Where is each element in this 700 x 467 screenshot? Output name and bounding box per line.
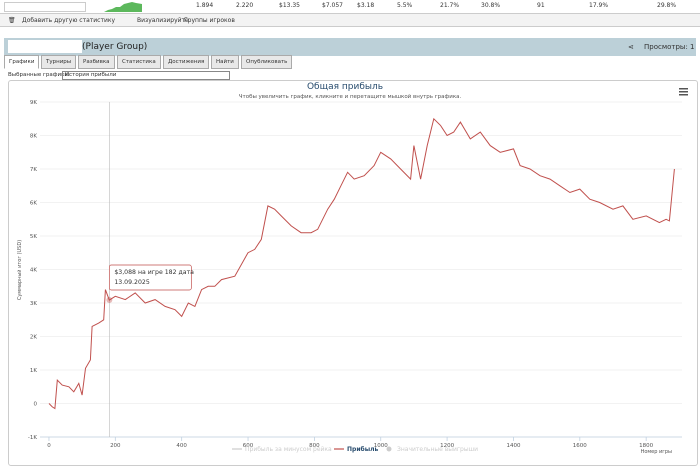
y-tick-label: 4K <box>30 268 37 274</box>
highlight-point <box>106 297 113 304</box>
legend-label[interactable]: Значительные выигрыши <box>397 446 478 453</box>
header-title: (Player Group) <box>82 42 148 52</box>
x-tick-label: 600 <box>243 443 254 449</box>
tab[interactable]: Достижения <box>163 55 210 69</box>
views: Просмотры: 1 <box>644 43 695 51</box>
stat-cell: 1.894 <box>196 2 214 9</box>
tooltip-line: 13.09.2025 <box>114 279 149 286</box>
data-line <box>48 117 675 410</box>
x-tick-label: 800 <box>309 443 320 449</box>
x-tick-label: 0 <box>47 443 51 449</box>
stat-cell: $7.057 <box>322 2 343 9</box>
tooltip-line: $3,088 на игре 182 дата <box>114 269 194 276</box>
tab[interactable]: Опубликовать <box>241 55 293 69</box>
stat-cell: 29.8% <box>657 2 677 9</box>
selector-label: Выбранные графики: <box>8 72 70 78</box>
add-stat[interactable]: Добавить другую статистику <box>22 17 116 24</box>
y-tick-label: 7K <box>30 167 37 173</box>
tab[interactable]: Графики <box>4 55 40 69</box>
groups[interactable]: Группы игроков <box>184 17 235 24</box>
tab[interactable]: Турниры <box>41 55 77 69</box>
name-box <box>8 40 82 53</box>
y-tick-label: 0 <box>34 402 38 408</box>
chart-title: Общая прибыль <box>307 82 383 92</box>
stats-row: 1.894 2.220 $13.35 $7.057 $3.18 5.5% 21.7% 30.8… <box>0 0 700 14</box>
legend-symbol <box>386 446 392 452</box>
chart-subtitle: Чтобы увеличить график, кликните и перет… <box>239 93 462 100</box>
x-tick-label: 1800 <box>639 443 653 449</box>
legend-label[interactable]: Прибыль за минусом рейка <box>245 446 332 453</box>
tab[interactable]: Статистика <box>117 55 161 69</box>
stat-cell: $13.35 <box>279 2 300 9</box>
menu-icon[interactable] <box>679 88 688 96</box>
share-icon[interactable]: ⋖ <box>628 43 634 51</box>
x-tick-label: 400 <box>176 443 187 449</box>
sparkline <box>104 2 142 12</box>
y-tick-label: 1K <box>30 368 37 374</box>
x-tick-label: 1400 <box>506 443 520 449</box>
x-tick-label: 1000 <box>374 443 388 449</box>
y-tick-label: 3K <box>30 301 37 307</box>
y-tick-label: 9K <box>30 100 37 106</box>
toolbar: 🗑 Добавить другую статистику Визуализиру… <box>0 14 700 27</box>
legend-label[interactable]: Прибыль <box>347 446 379 453</box>
tooltip-box <box>108 264 192 291</box>
y-tick-label: -1K <box>28 435 37 441</box>
stat-cell: 30.8% <box>481 2 501 9</box>
y-tick-label: 2K <box>30 335 37 341</box>
stat-cell: 5.5% <box>397 2 413 9</box>
visualize[interactable]: Визуализируйте <box>137 17 189 24</box>
stat-cell: $3.18 <box>357 2 375 9</box>
name-cell <box>4 2 86 12</box>
x-tick-label: 1200 <box>440 443 454 449</box>
chart-panel <box>8 80 698 466</box>
x-tick-label: 200 <box>110 443 121 449</box>
y-tick-label: 5K <box>30 234 37 240</box>
y-axis-label: Суммарный итог (USD) <box>16 240 23 300</box>
y-tick-label: 8K <box>30 134 37 140</box>
tab[interactable]: Найти <box>211 55 239 69</box>
trash-icon[interactable]: 🗑 <box>8 17 16 24</box>
stat-cell: 17.9% <box>589 2 609 9</box>
x-tick-label: 1600 <box>573 443 587 449</box>
selector[interactable]: История прибыли <box>62 71 230 80</box>
tab[interactable]: Разбивка <box>78 55 115 69</box>
y-tick-label: 6K <box>30 201 37 207</box>
stat-cell: 21.7% <box>440 2 460 9</box>
stat-cell: 2.220 <box>236 2 254 9</box>
stat-cell: 91 <box>537 2 545 9</box>
x-axis-label: Номер игры <box>641 449 672 455</box>
header-bar: (Player Group) ⋖ Просмотры: 1 <box>4 38 696 56</box>
